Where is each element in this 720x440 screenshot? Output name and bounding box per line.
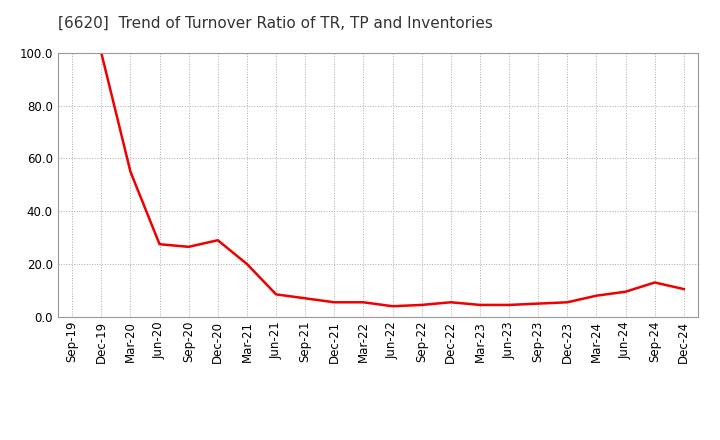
Trade Receivables [271, 292, 280, 297]
Trade Receivables [418, 302, 426, 308]
Trade Receivables [301, 296, 310, 301]
Trade Receivables [359, 300, 368, 305]
Trade Receivables [680, 286, 688, 292]
Trade Receivables [184, 244, 193, 249]
Trade Receivables [446, 300, 455, 305]
Trade Receivables [476, 302, 485, 308]
Line: Trade Receivables: Trade Receivables [102, 53, 684, 306]
Trade Receivables [126, 169, 135, 174]
Text: [6620]  Trend of Turnover Ratio of TR, TP and Inventories: [6620] Trend of Turnover Ratio of TR, TP… [58, 16, 492, 31]
Trade Receivables [97, 50, 106, 55]
Trade Receivables [213, 238, 222, 243]
Trade Receivables [534, 301, 543, 306]
Trade Receivables [621, 289, 630, 294]
Trade Receivables [243, 261, 251, 267]
Trade Receivables [592, 293, 600, 298]
Trade Receivables [388, 304, 397, 309]
Trade Receivables [505, 302, 513, 308]
Trade Receivables [156, 242, 164, 247]
Trade Receivables [330, 300, 338, 305]
Trade Receivables [650, 280, 659, 285]
Trade Receivables [563, 300, 572, 305]
